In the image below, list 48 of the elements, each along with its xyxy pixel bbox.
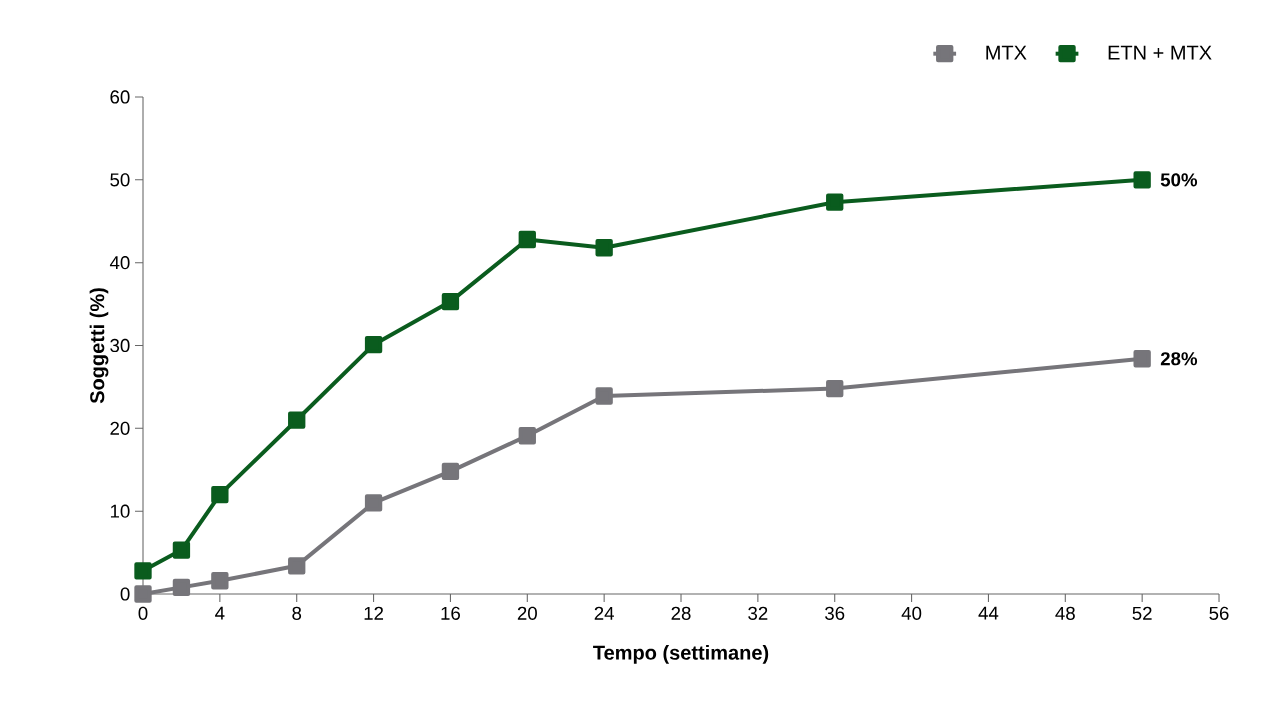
annotation: 50% — [1160, 173, 1198, 187]
legend-label: ETN + MTX — [1108, 45, 1212, 60]
x-tick-label: 4 — [215, 606, 225, 620]
x-tick-label: 56 — [1209, 606, 1229, 620]
point — [134, 585, 152, 603]
legend-label: MTX — [986, 45, 1027, 60]
y-tick-label: 0 — [120, 587, 130, 601]
point — [211, 572, 229, 590]
point — [1133, 171, 1151, 189]
point — [134, 562, 152, 580]
y-tick-label: 40 — [109, 256, 130, 270]
x-tick-label: 28 — [671, 606, 691, 620]
x-axis-title: Tempo (settimane) — [593, 645, 769, 664]
x-tick-label: 24 — [594, 606, 614, 620]
point — [441, 292, 460, 311]
x-tick-label: 8 — [292, 606, 302, 620]
x-tick-label: 16 — [441, 606, 460, 620]
point — [364, 494, 383, 512]
point — [288, 557, 306, 575]
x-tick-label: 0 — [138, 606, 148, 620]
point — [364, 336, 383, 354]
point — [595, 239, 613, 257]
x-tick-label: 36 — [825, 606, 845, 620]
y-tick-label: 30 — [110, 338, 130, 353]
point — [595, 387, 613, 405]
x-tick-label: 20 — [517, 606, 537, 620]
y-tick-label: 50 — [110, 173, 130, 187]
y-axis-title: Soggetti (%) — [89, 288, 109, 404]
point — [1133, 350, 1151, 368]
y-tick-label: 10 — [110, 504, 130, 518]
point — [826, 379, 844, 398]
y-tick-label: 20 — [110, 421, 130, 435]
point — [518, 427, 536, 445]
x-tick-label: 44 — [978, 606, 999, 620]
point — [172, 578, 191, 597]
annotation: 28% — [1160, 352, 1198, 366]
point — [826, 193, 844, 211]
x-tick-label: 48 — [1055, 606, 1075, 620]
point — [441, 462, 460, 481]
x-tick-label: 52 — [1132, 606, 1152, 620]
point — [172, 541, 191, 559]
point — [211, 485, 229, 504]
point — [518, 230, 536, 249]
point — [288, 411, 306, 429]
x-tick-label: 40 — [901, 606, 922, 620]
x-tick-label: 12 — [364, 606, 384, 620]
x-tick-label: 32 — [748, 606, 768, 620]
y-tick-label: 60 — [110, 90, 130, 104]
